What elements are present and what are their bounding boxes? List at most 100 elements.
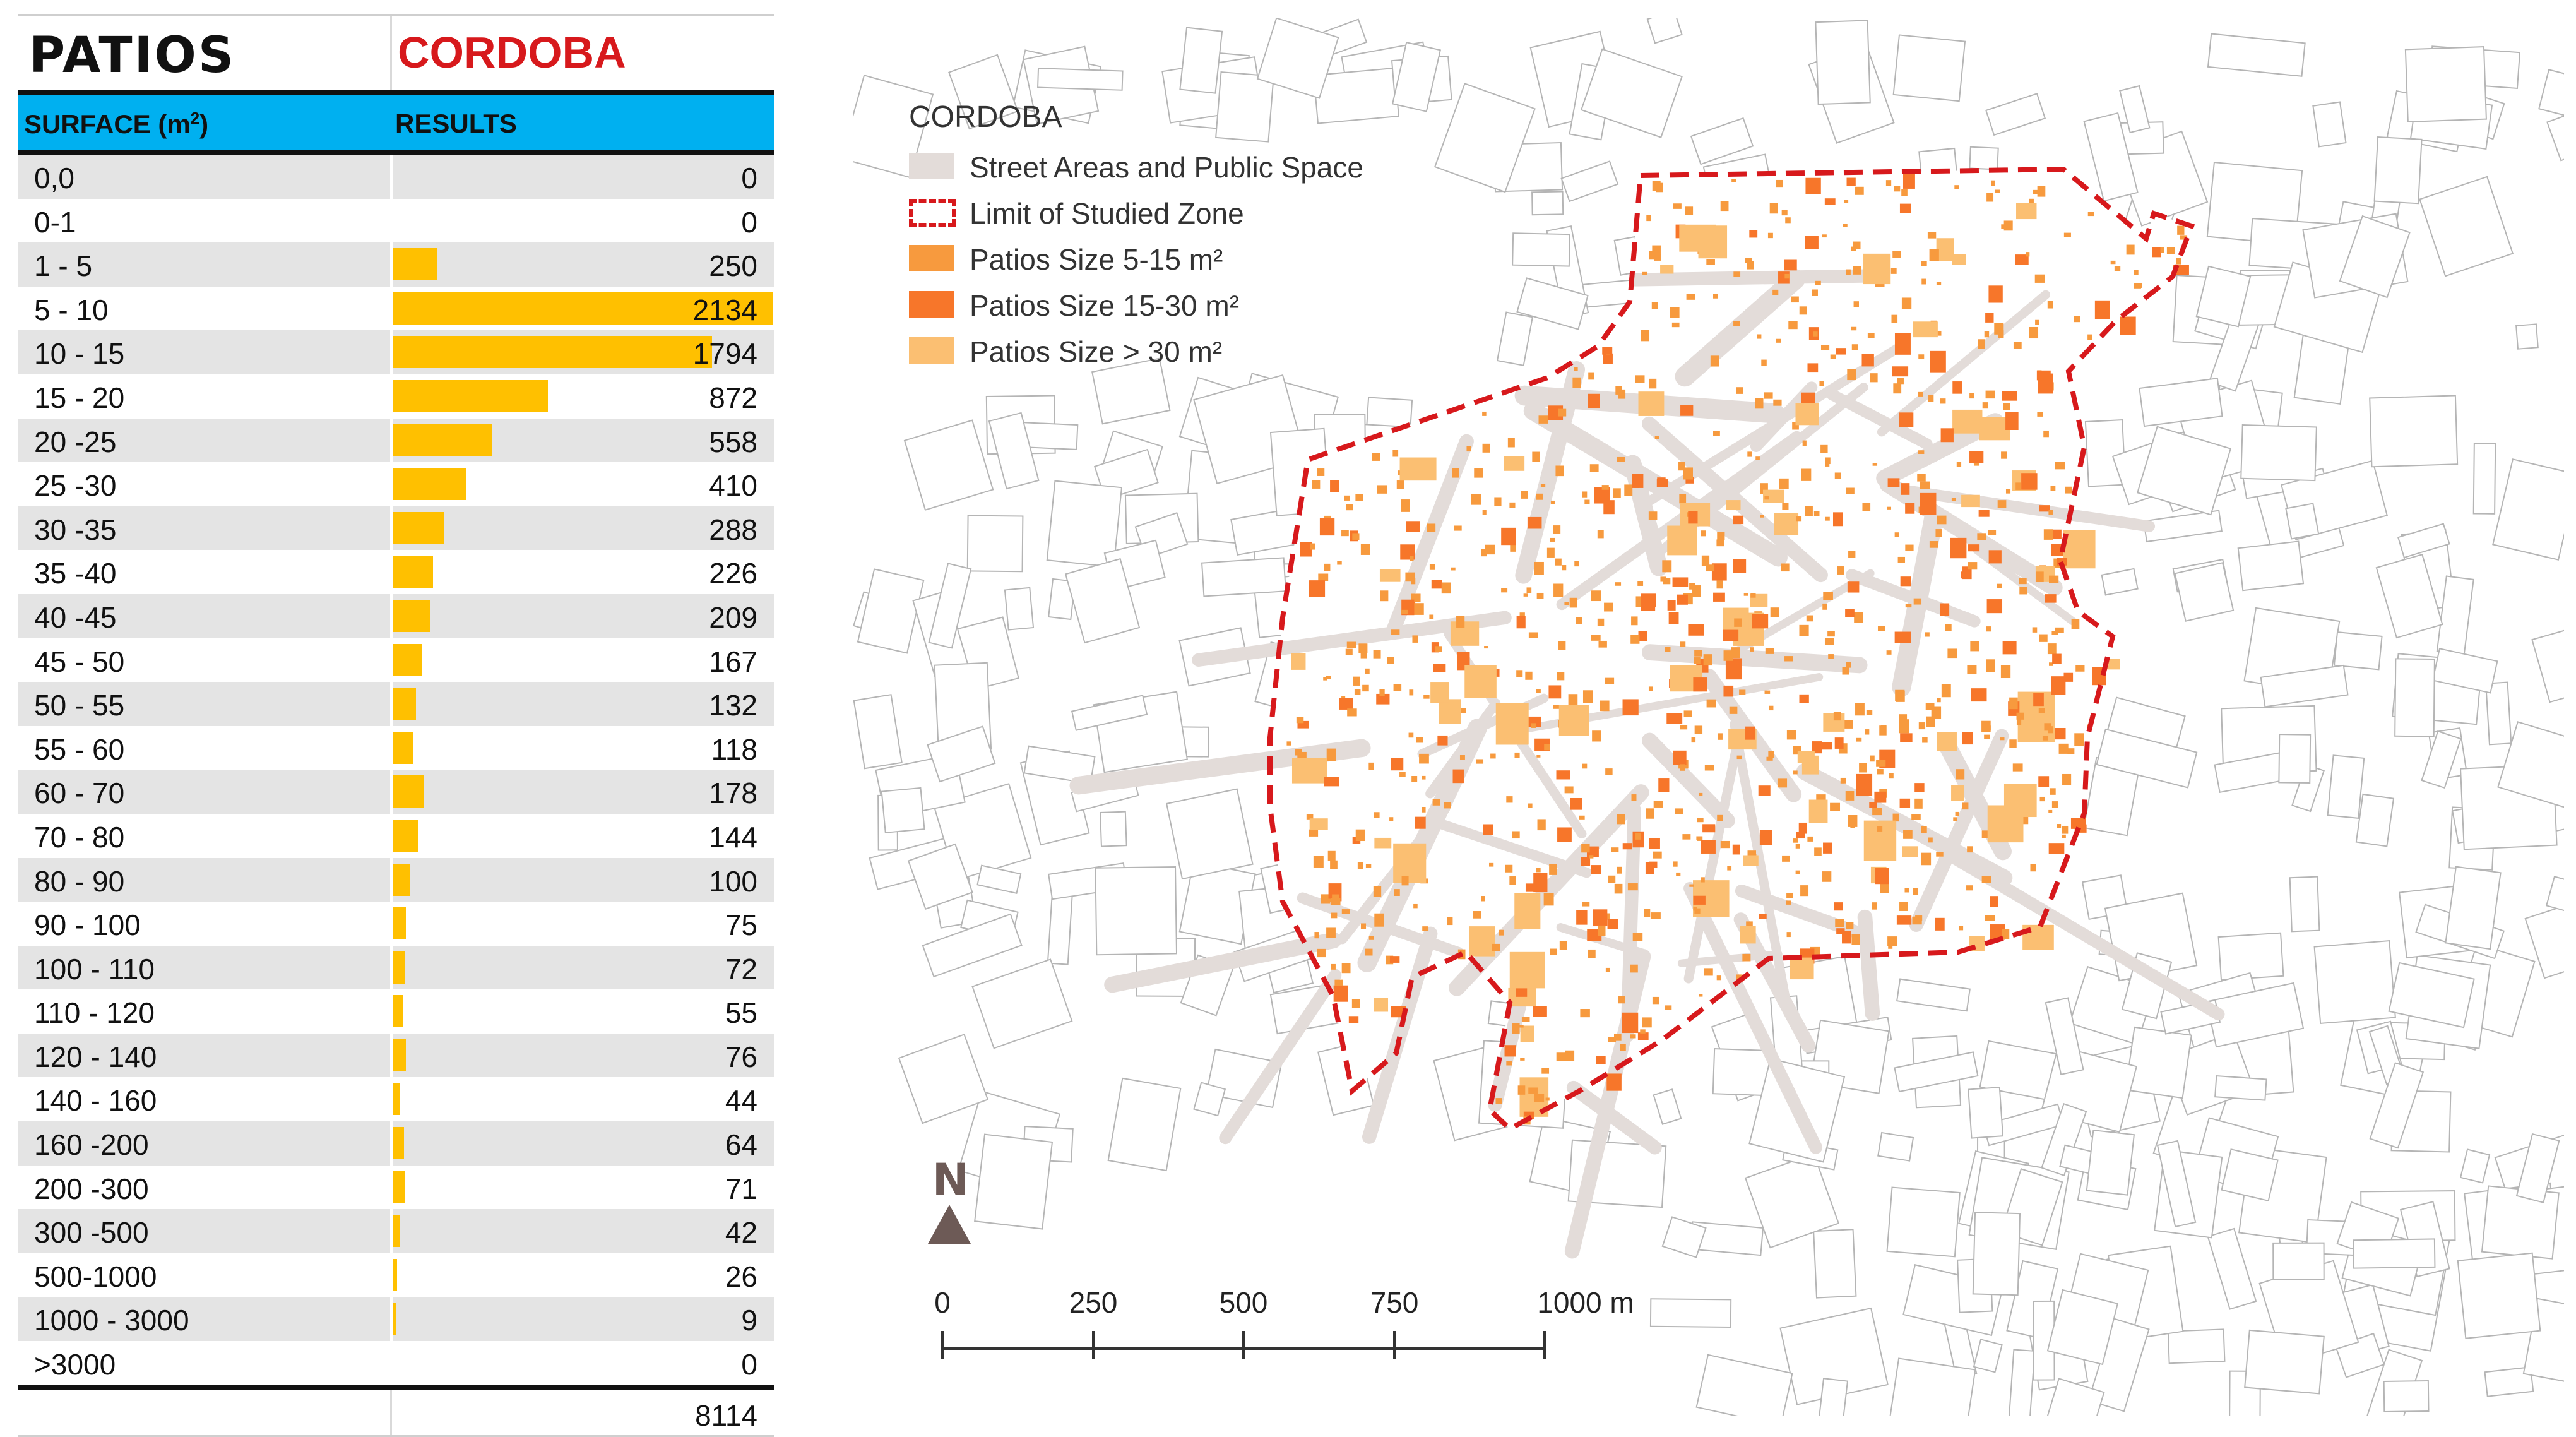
- legend-swatch: [909, 245, 954, 271]
- surface-range-label: 160 -200: [34, 1128, 149, 1162]
- result-value: 76: [725, 1040, 757, 1073]
- result-value: 410: [709, 469, 757, 503]
- table-row: 25 -30 410: [18, 462, 774, 506]
- surface-range-label: 35 -40: [34, 557, 117, 590]
- result-value: 42: [725, 1216, 757, 1249]
- cell-separator: [390, 1389, 392, 1435]
- table-row: 110 - 120 55: [18, 989, 774, 1034]
- result-value: 144: [709, 820, 757, 854]
- surface-range-label: 40 -45: [34, 600, 117, 634]
- result-value: 55: [725, 996, 757, 1030]
- surface-range-label: 0-1: [34, 205, 76, 239]
- surface-header-sup: 2: [190, 109, 200, 128]
- cell-separator: [390, 155, 393, 199]
- result-value: 558: [709, 425, 757, 458]
- surface-range-label: 100 - 110: [34, 952, 155, 986]
- table-row: 1 - 5 250: [18, 242, 774, 287]
- cell-separator: [390, 989, 393, 1034]
- table-body: 0,0 0 0-1 0 1 - 5 250 5 - 10 2134 10 - 15 1794 15 …: [18, 155, 774, 1385]
- table-row: 140 - 160 44: [18, 1077, 774, 1122]
- cell-separator: [390, 593, 393, 638]
- title-divider: [390, 16, 392, 90]
- result-value: 288: [709, 513, 757, 546]
- legend-label: Patios Size > 30 m²: [970, 335, 1223, 368]
- table-row: 40 -45 209: [18, 593, 774, 638]
- street-areas: [1069, 269, 2225, 1259]
- cell-separator: [390, 682, 393, 726]
- cell-separator: [390, 1121, 393, 1166]
- result-value: 26: [725, 1260, 757, 1293]
- cell-separator: [390, 725, 393, 770]
- surface-range-label: 90 - 100: [34, 909, 141, 942]
- scale-label-250: 250: [1069, 1286, 1118, 1319]
- result-bar: [393, 1215, 400, 1248]
- cell-separator: [390, 1297, 393, 1342]
- cell-separator: [390, 1341, 393, 1385]
- result-bar: [393, 688, 417, 720]
- surface-range-label: 15 - 20: [34, 381, 125, 414]
- result-value: 71: [725, 1172, 757, 1205]
- surface-range-label: 0,0: [34, 162, 74, 194]
- result-bar: [393, 1303, 396, 1335]
- table-header: SURFACE (m2) RESULTS: [18, 90, 774, 155]
- scale-label-750: 750: [1370, 1286, 1419, 1319]
- result-value: 75: [725, 909, 757, 942]
- table-row: 60 - 70 178: [18, 770, 774, 814]
- total-row: 8114: [18, 1385, 774, 1437]
- result-value: 0: [741, 205, 757, 239]
- result-value: 0: [741, 162, 757, 194]
- table-row: 70 - 80 144: [18, 813, 774, 858]
- table-row: 0,0 0: [18, 155, 774, 199]
- cell-separator: [390, 1165, 393, 1210]
- cell-separator: [390, 770, 393, 814]
- table-row: 10 - 15 1794: [18, 330, 774, 374]
- result-value: 872: [709, 381, 757, 414]
- cordoba-map: CORDOBA Street Areas and Public Space Lim…: [853, 18, 2564, 1416]
- legend-swatch: [909, 337, 954, 364]
- map-canvas: [853, 18, 2564, 1416]
- table-row: 55 - 60 118: [18, 725, 774, 770]
- table-row: 0-1 0: [18, 198, 774, 243]
- result-value: 72: [725, 952, 757, 986]
- result-bar: [393, 292, 773, 325]
- result-value: 100: [709, 864, 757, 898]
- result-value: 118: [711, 732, 757, 766]
- surface-range-label: 45 - 50: [34, 645, 125, 678]
- surface-range-label: 200 -300: [34, 1172, 149, 1205]
- surface-range-label: 110 - 120: [34, 996, 155, 1030]
- studied-zone-limit: [1267, 166, 2195, 1132]
- patios-table: PATIOS CORDOBA SURFACE (m2) RESULTS 0,0 0…: [18, 14, 774, 1437]
- result-value: 0: [741, 1348, 757, 1381]
- surface-range-label: 70 - 80: [34, 820, 125, 854]
- table-row: 45 - 50 167: [18, 638, 774, 683]
- cell-separator: [390, 1209, 393, 1253]
- result-bar: [393, 995, 403, 1028]
- result-bar: [393, 1039, 407, 1071]
- cell-separator: [390, 945, 393, 990]
- table-row: 90 - 100 75: [18, 902, 774, 946]
- cell-separator: [390, 286, 393, 331]
- result-bar: [393, 907, 407, 940]
- cell-separator: [390, 857, 393, 902]
- studied-zone-fill: [1270, 169, 2192, 1129]
- result-bar: [393, 775, 425, 808]
- result-value: 44: [725, 1084, 757, 1118]
- result-bar: [393, 336, 713, 369]
- cell-separator: [390, 902, 393, 946]
- result-value: 1794: [692, 337, 757, 371]
- cell-separator: [390, 374, 393, 419]
- result-bar: [393, 556, 433, 588]
- result-bar: [393, 468, 466, 501]
- legend-label: Patios Size 5-15 m²: [970, 243, 1223, 276]
- table-row: >3000 0: [18, 1341, 774, 1385]
- cell-separator: [390, 330, 393, 374]
- surface-range-label: 60 - 70: [34, 777, 125, 810]
- surface-header-text: SURFACE (m: [24, 109, 191, 139]
- scale-bar: [941, 1331, 1546, 1359]
- surface-range-label: 20 -25: [34, 425, 117, 458]
- table-row: 35 -40 226: [18, 550, 774, 594]
- table-row: 15 - 20 872: [18, 374, 774, 419]
- total-value: 8114: [695, 1398, 757, 1432]
- surrounding-city-blocks: [853, 18, 2564, 1416]
- table-row: 200 -300 71: [18, 1165, 774, 1210]
